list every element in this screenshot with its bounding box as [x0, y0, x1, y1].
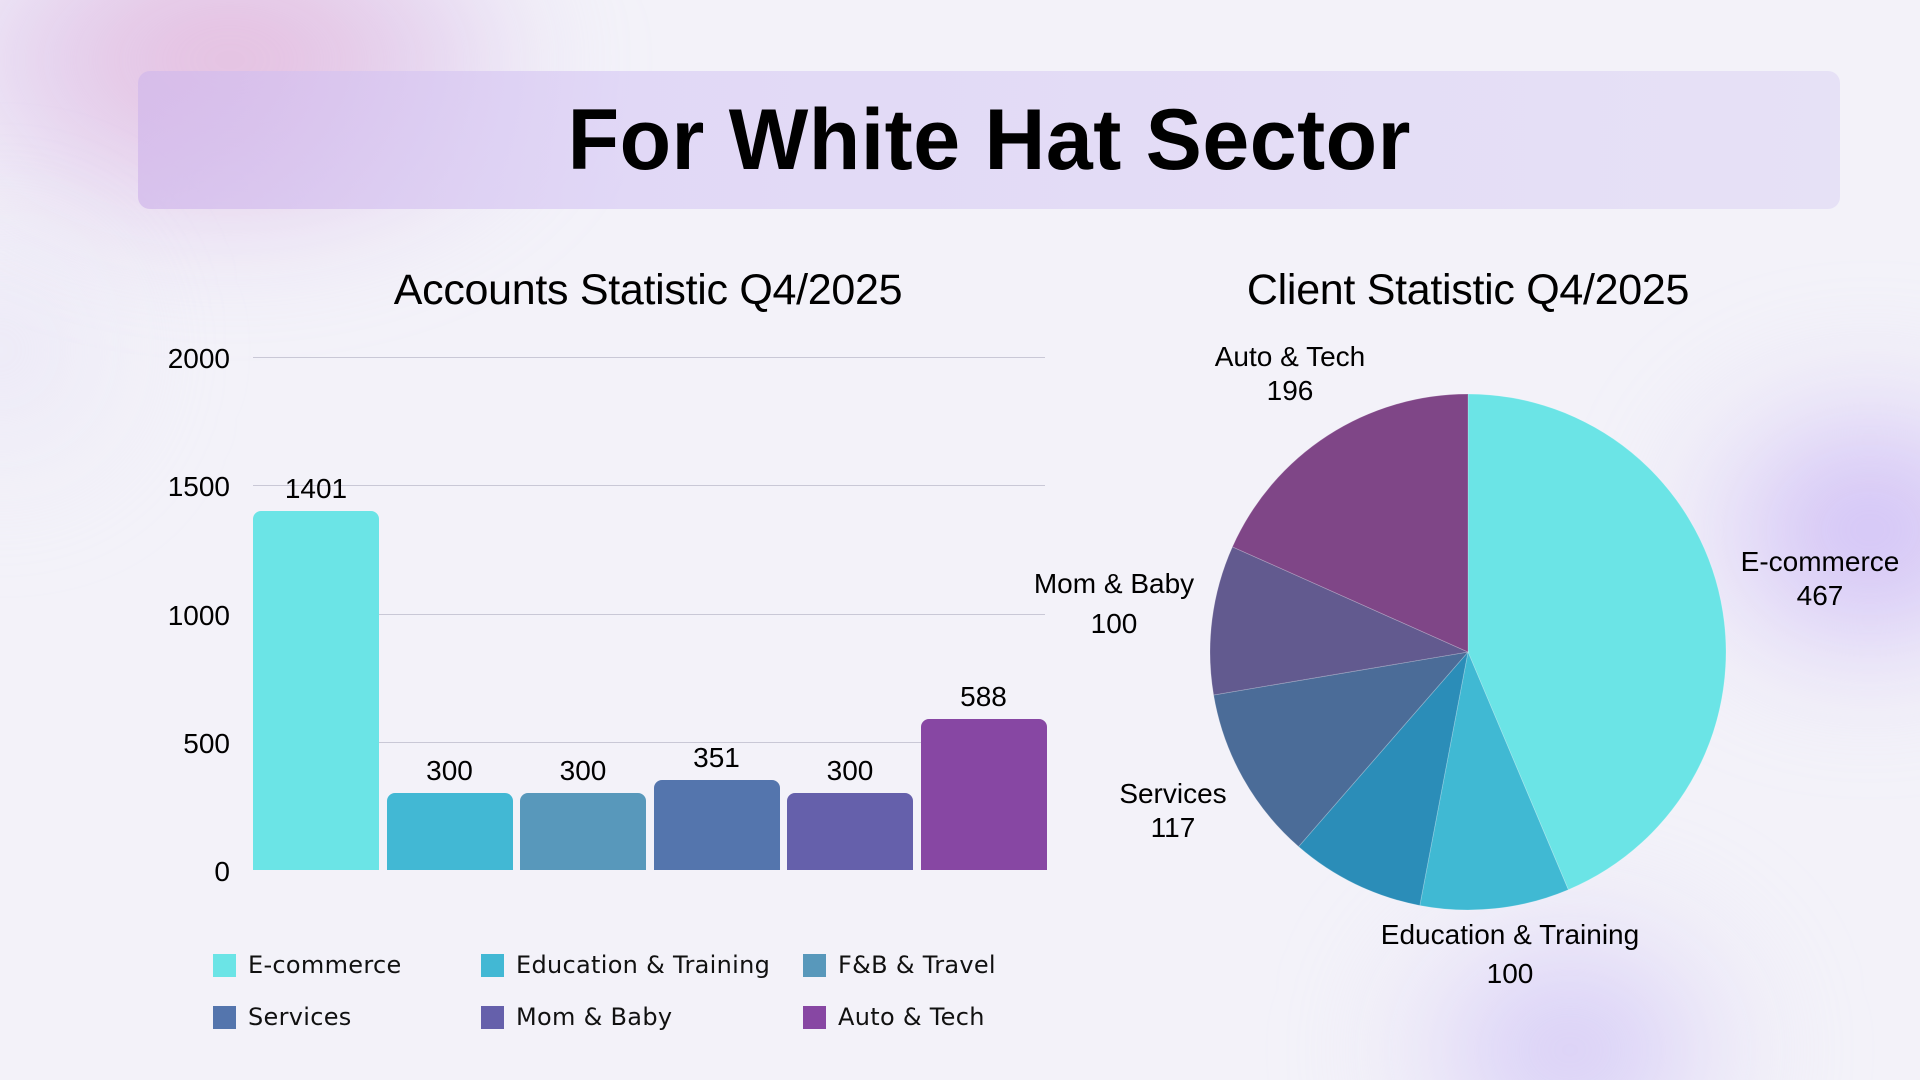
legend-swatch — [481, 1005, 504, 1029]
pie-label-name: Mom & Baby — [1033, 568, 1195, 599]
bar-e-commerce — [253, 510, 379, 870]
pie-slice-f-b-travel — [1298, 650, 1469, 906]
bar-value-label: 300 — [559, 755, 607, 787]
bar-value-label: 300 — [826, 755, 874, 787]
pie-label-name: Auto & Tech — [1214, 341, 1366, 372]
bar-services — [653, 779, 780, 870]
bar-f-b-travel — [520, 793, 646, 870]
legend-item: Auto & Tech — [803, 1002, 985, 1032]
legend-label: E-commerce — [248, 951, 402, 979]
pie-label-value: 100 — [1486, 958, 1534, 989]
legend-label: Services — [248, 1003, 352, 1031]
title-banner: For White Hat Sector — [138, 71, 1840, 209]
y-axis-tick-label: 1000 — [167, 599, 230, 631]
gridline — [253, 357, 1045, 358]
bar-mom-baby — [787, 793, 913, 870]
legend-swatch — [213, 953, 236, 977]
gridline — [253, 613, 1045, 615]
bar-chart-title: Accounts Statistic Q4/2025 — [393, 266, 903, 314]
pie-slice-auto-tech — [1231, 393, 1469, 653]
pie-label-name: Education & Training — [1380, 919, 1640, 950]
legend-label: Mom & Baby — [516, 1003, 673, 1031]
bar-education-training — [386, 793, 513, 870]
pie-label-ecommerce: E-commerce 467 — [1741, 545, 1900, 613]
bar-value-label: 1401 — [284, 472, 348, 504]
legend-swatch — [213, 1005, 236, 1029]
y-axis-tick-label: 2000 — [167, 343, 230, 374]
legend-item: E-commerce — [213, 950, 402, 980]
legend-label: F&B & Travel — [838, 951, 996, 979]
pie-label-value: 100 — [1090, 608, 1138, 639]
pie-slice-mom-baby — [1209, 546, 1470, 696]
y-axis-tick-label: 0 — [214, 856, 230, 887]
gridline — [253, 741, 1045, 743]
legend-item: Mom & Baby — [481, 1002, 672, 1032]
legend-label: Auto & Tech — [838, 1003, 985, 1031]
legend-swatch — [803, 1005, 826, 1029]
legend-label: Education & Training — [516, 951, 771, 979]
legend-swatch — [803, 953, 826, 977]
pie-label-value: 196 — [1266, 375, 1314, 406]
bar-value-label: 300 — [426, 755, 473, 787]
pie-slice-e-commerce — [1467, 393, 1727, 891]
pie-slice-education-training — [1419, 650, 1569, 911]
pie-label-name: Services — [1119, 778, 1227, 809]
pie-label-services: Services 117 — [1119, 777, 1226, 845]
legend-item: F&B & Travel — [803, 950, 996, 980]
pie-label-education: Education & Training 100 — [1381, 918, 1639, 991]
bar-value-label: 351 — [693, 741, 740, 773]
pie-slice-services — [1213, 651, 1470, 848]
pie-label-value: 117 — [1150, 812, 1196, 843]
pie-chart-title: Client Statistic Q4/2025 — [1246, 266, 1690, 314]
pie-label-auto-tech: Auto & Tech 196 — [1215, 340, 1365, 408]
page-title: For White Hat Sector — [567, 91, 1411, 188]
pie-label-value: 467 — [1796, 580, 1844, 611]
legend-swatch — [481, 953, 504, 977]
legend-item: Services — [213, 1002, 352, 1032]
y-axis-tick-label: 500 — [183, 727, 230, 759]
gridline — [253, 485, 1045, 487]
pie-label-name: E-commerce — [1740, 546, 1900, 577]
bar-auto-tech — [920, 719, 1047, 870]
pie-label-mom-baby: Mom & Baby 100 — [1034, 567, 1194, 641]
y-axis-tick-label: 1500 — [167, 471, 230, 503]
bar-value-label: 588 — [960, 681, 1007, 713]
legend-item: Education & Training — [481, 950, 770, 980]
